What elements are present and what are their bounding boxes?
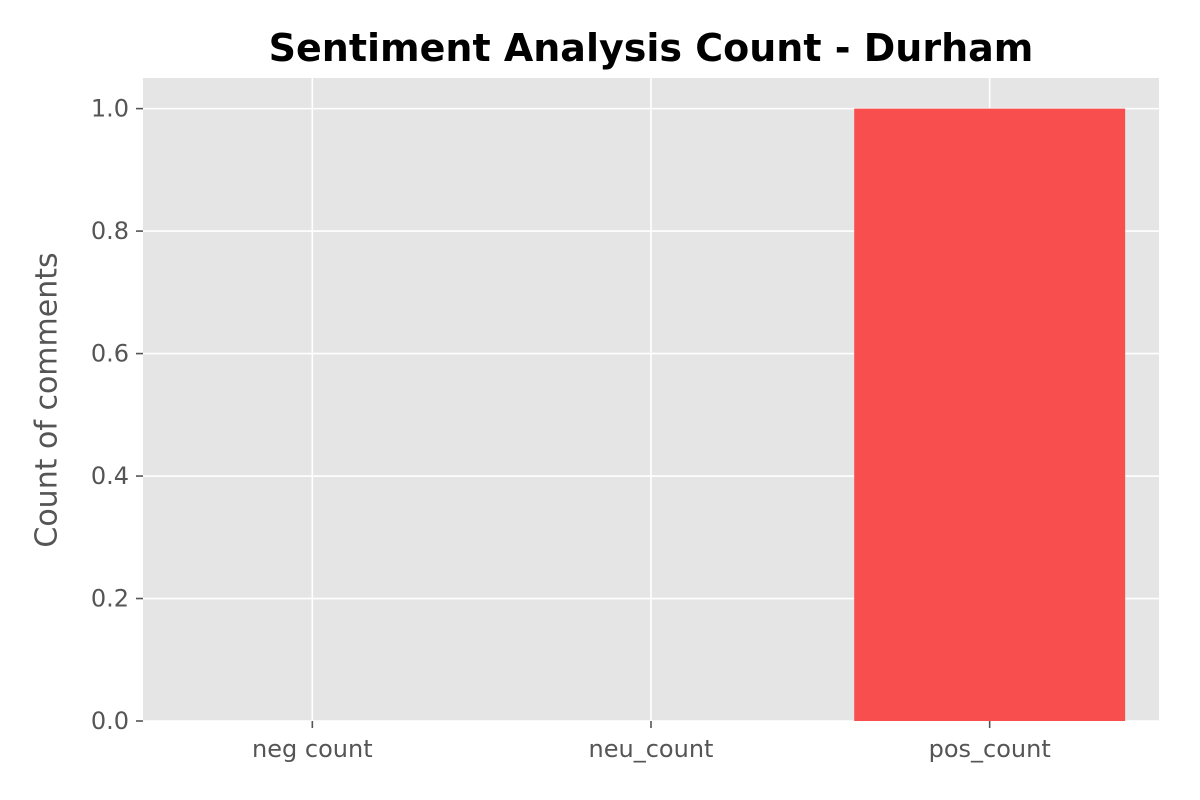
bar-series [854,108,1126,722]
x-tick-label: neu_count [589,735,714,763]
y-tick-label: 0.4 [91,462,129,490]
y-tick-label: 0.0 [91,707,129,735]
y-tick-label: 0.2 [91,585,129,613]
axes: 0.0 0.2 0.4 0.6 0.8 1.0 neg count neu_count pos_… [91,95,1051,763]
chart-title: Sentiment Analysis Count - Durham [268,26,1034,70]
y-tick-label: 0.8 [91,217,129,245]
y-tick-label: 1.0 [91,95,129,123]
y-tick-label: 0.6 [91,340,129,368]
bar-pos-count [854,108,1126,722]
x-tick-label: neg count [252,735,373,763]
x-tick-label: pos_count [929,735,1051,763]
